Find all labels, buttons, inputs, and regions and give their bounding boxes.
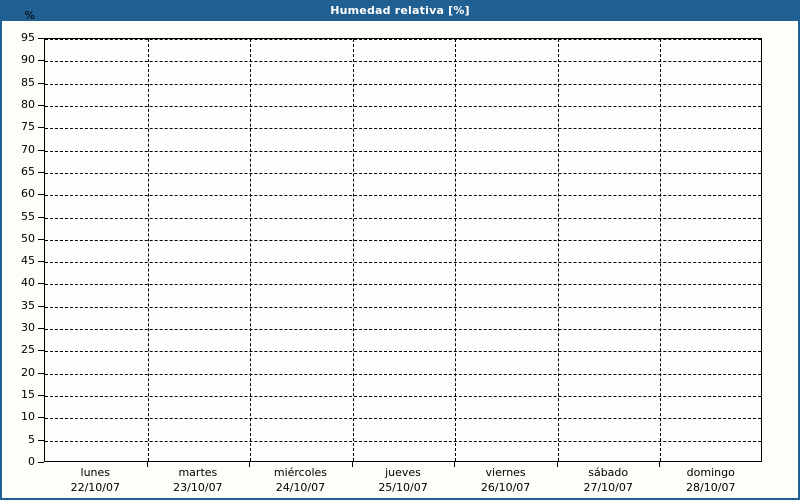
page-title: Humedad relativa [%] xyxy=(330,4,470,17)
x-axis-tick-mark xyxy=(351,462,353,467)
y-axis-tick-mark xyxy=(38,261,44,263)
x-axis-tick-label: viernes 26/10/07 xyxy=(454,465,557,499)
x-axis-date: 22/10/07 xyxy=(70,481,120,494)
chart-title-bar: Humedad relativa [%] xyxy=(0,0,800,21)
y-axis-tick-mark xyxy=(38,171,44,173)
y-axis-tick-label: 75 xyxy=(21,120,35,134)
y-axis-tick-label: 55 xyxy=(21,209,35,223)
y-axis-tick-mark xyxy=(38,38,44,39)
y-axis-tick-mark xyxy=(38,283,44,285)
x-axis-day-name: martes xyxy=(178,466,218,479)
y-axis-tick-mark xyxy=(38,104,44,106)
y-axis-tick-label: 90 xyxy=(21,53,35,67)
gridline-horizontal xyxy=(45,440,761,442)
gridline-horizontal xyxy=(45,329,761,331)
x-axis: lunes 22/10/07 martes 23/10/07 miércoles 24/1… xyxy=(44,465,762,499)
gridline-horizontal xyxy=(45,172,761,174)
gridline-horizontal xyxy=(45,351,761,353)
y-axis-tick-mark xyxy=(38,305,44,307)
y-axis-tick-label: 95 xyxy=(21,31,35,44)
y-axis-tick-label: 80 xyxy=(21,97,35,111)
gridline-horizontal xyxy=(45,284,761,286)
y-axis-tick-mark xyxy=(38,350,44,352)
y-axis-tick-label: 70 xyxy=(21,142,35,156)
gridline-vertical xyxy=(250,39,252,461)
y-axis-tick-mark xyxy=(38,439,44,441)
x-axis-tick-mark xyxy=(146,462,148,467)
gridline-horizontal xyxy=(45,195,761,197)
gridline-vertical xyxy=(455,39,457,461)
y-axis-tick-mark xyxy=(38,82,44,84)
x-axis-date: 25/10/07 xyxy=(378,481,428,494)
y-axis-tick-mark xyxy=(38,60,44,62)
x-axis-day-name: lunes xyxy=(80,466,111,479)
gridline-horizontal xyxy=(45,373,761,375)
y-axis-tick-label: 85 xyxy=(21,75,35,89)
x-axis-tick-label: jueves 25/10/07 xyxy=(352,465,455,499)
x-axis-tick-label: lunes 22/10/07 xyxy=(44,465,147,499)
x-axis-day-name: sábado xyxy=(588,466,629,479)
x-axis-day-name: jueves xyxy=(385,466,421,479)
plot-area xyxy=(44,38,762,462)
y-axis-tick-mark xyxy=(38,238,44,240)
x-axis-date: 26/10/07 xyxy=(480,481,531,494)
gridline-vertical xyxy=(147,39,149,461)
gridline-horizontal xyxy=(45,128,761,130)
x-axis-tick-mark xyxy=(454,462,456,467)
y-axis: % 0 5 10 15 20 25 30 35 40 45 50 55 60 65 70 75 80 85 90 95 xyxy=(2,0,40,500)
y-axis-tick-label: 40 xyxy=(21,276,35,290)
y-axis-tick-mark xyxy=(38,194,44,196)
y-axis-tick-mark xyxy=(38,417,44,419)
gridline-horizontal xyxy=(45,396,761,398)
y-axis-tick-mark xyxy=(38,149,44,151)
x-axis-tick-label: domingo 28/10/07 xyxy=(659,465,762,499)
x-axis-day-name: miércoles xyxy=(273,466,328,479)
y-axis-tick-mark xyxy=(38,462,44,463)
gridline-vertical xyxy=(557,39,559,461)
y-axis-tick-label: 10 xyxy=(21,410,35,424)
y-axis-tick-label: 50 xyxy=(21,231,35,245)
x-axis-tick-mark xyxy=(249,462,251,467)
x-axis-tick-label: miércoles 24/10/07 xyxy=(249,465,352,499)
x-axis-date: 27/10/07 xyxy=(583,481,633,494)
y-axis-tick-label: 5 xyxy=(28,432,35,446)
gridline-horizontal xyxy=(45,239,761,241)
y-axis-tick-label: 65 xyxy=(21,164,35,178)
gridline-horizontal xyxy=(45,418,761,420)
y-axis-tick-label: 30 xyxy=(21,321,35,335)
y-axis-tick-label: 15 xyxy=(21,388,35,402)
x-axis-day-name: viernes xyxy=(485,466,526,479)
y-axis-tick-label: 20 xyxy=(21,365,35,379)
x-axis-date: 23/10/07 xyxy=(173,481,223,494)
gridline-vertical xyxy=(660,39,662,461)
gridline-horizontal xyxy=(45,61,761,63)
x-axis-tick-label: martes 23/10/07 xyxy=(147,465,250,499)
gridline-horizontal xyxy=(45,83,761,85)
y-axis-tick-mark xyxy=(38,372,44,374)
y-axis-tick-label: 25 xyxy=(21,343,35,357)
y-axis-tick-label: 35 xyxy=(21,298,35,312)
y-axis-tick-mark xyxy=(38,127,44,129)
y-axis-tick-label: 0 xyxy=(28,455,35,468)
x-axis-tick-mark xyxy=(556,462,558,467)
y-axis-tick-mark xyxy=(38,395,44,397)
x-axis-date: 24/10/07 xyxy=(275,481,326,494)
gridline-horizontal xyxy=(45,262,761,264)
gridline-vertical xyxy=(352,39,354,461)
gridline-horizontal xyxy=(45,105,761,107)
y-axis-tick-mark xyxy=(38,328,44,330)
y-axis-unit-label: % xyxy=(24,8,35,22)
x-axis-tick-label: sábado 27/10/07 xyxy=(557,465,660,499)
y-axis-tick-label: 45 xyxy=(21,254,35,268)
y-axis-tick-mark xyxy=(38,216,44,218)
x-axis-tick-mark xyxy=(659,462,661,467)
x-axis-date: 28/10/07 xyxy=(686,481,736,494)
gridline-horizontal xyxy=(45,217,761,219)
gridline-horizontal xyxy=(45,39,761,40)
y-axis-tick-label: 60 xyxy=(21,187,35,201)
x-axis-day-name: domingo xyxy=(686,466,735,479)
gridline-horizontal xyxy=(45,150,761,152)
gridline-horizontal xyxy=(45,306,761,308)
